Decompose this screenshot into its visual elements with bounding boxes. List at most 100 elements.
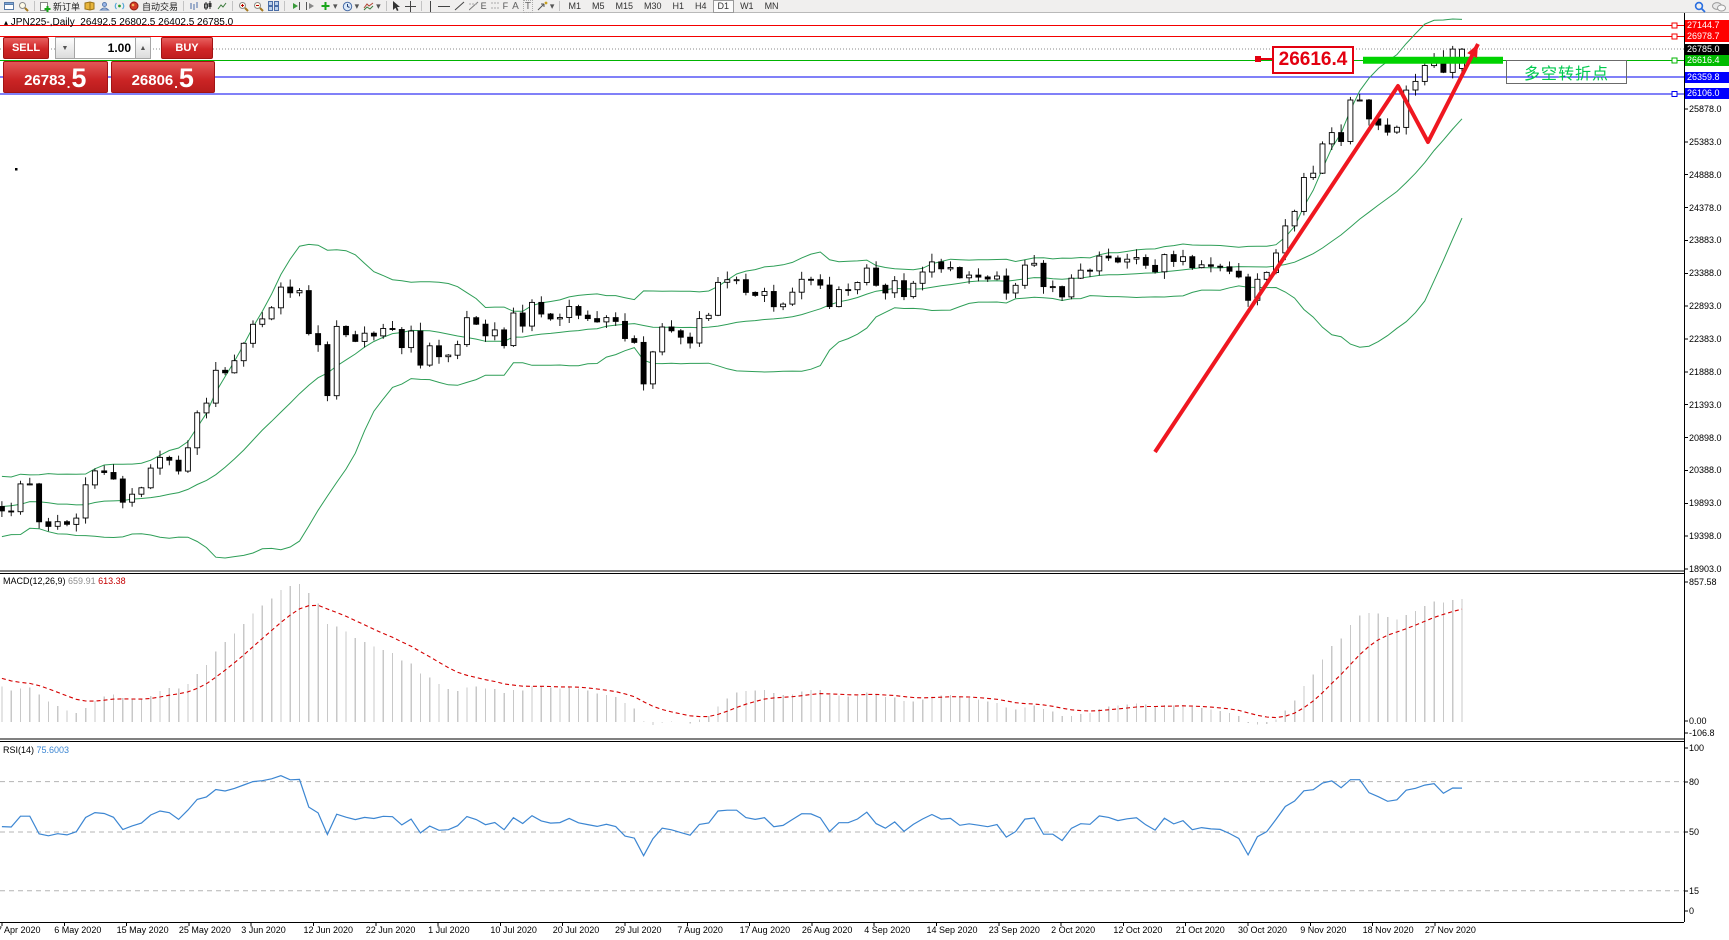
fibonacci-expansion-tool-button[interactable]: E bbox=[467, 0, 489, 12]
profile-icon[interactable] bbox=[97, 0, 112, 12]
timeframe-button-h1[interactable]: H1 bbox=[672, 0, 685, 11]
price-scale-tick: 18903.0 bbox=[1689, 564, 1722, 575]
crosshair-tool-button[interactable] bbox=[403, 0, 418, 12]
price-annotation-label[interactable]: 26616.4 bbox=[1272, 46, 1354, 74]
time-axis-label: 23 Sep 2020 bbox=[988, 925, 1040, 935]
candlestick-chart-button[interactable] bbox=[201, 0, 215, 12]
auto-scroll-button[interactable] bbox=[288, 0, 303, 12]
price-scale-marker: 26785.0 bbox=[1685, 43, 1729, 55]
history-center-icon[interactable] bbox=[82, 0, 97, 12]
chart-symbol-period: JPN225-,Daily bbox=[10, 17, 75, 28]
one-click-trading-panel: SELL ▼ ▲ BUY 26783.5 26806.5 bbox=[3, 37, 215, 93]
timeframe-button-w1[interactable]: W1 bbox=[740, 0, 754, 11]
macd-main-value: 659.91 bbox=[68, 576, 96, 586]
search-icon[interactable] bbox=[1694, 1, 1706, 13]
buy-price: 26806 bbox=[131, 72, 174, 89]
line-handle[interactable] bbox=[1671, 33, 1678, 40]
sell-price-box[interactable]: 26783. 5 bbox=[3, 61, 108, 93]
line-handle[interactable] bbox=[1671, 57, 1678, 64]
buy-price-box[interactable]: 26806. 5 bbox=[110, 61, 215, 93]
time-axis-label: 17 Aug 2020 bbox=[739, 925, 791, 935]
candlestick-series bbox=[0, 45, 1465, 532]
timeframe-button-h4[interactable]: H4 bbox=[695, 0, 707, 11]
fibo-e-label: E bbox=[480, 1, 487, 11]
time-axis-label: 27 Apr 2020 bbox=[0, 925, 41, 935]
macd-indicator-label: MACD(12,26,9) 659.91 613.38 bbox=[3, 576, 126, 586]
time-axis-label: 30 Oct 2020 bbox=[1238, 925, 1288, 935]
indicators-button[interactable]: ▾ bbox=[318, 0, 340, 12]
signal-icon[interactable] bbox=[112, 0, 127, 12]
fibo-f-label: F bbox=[502, 1, 509, 11]
time-axis-label: 3 Jun 2020 bbox=[241, 925, 286, 935]
price-scale-tick: 24378.0 bbox=[1689, 202, 1722, 213]
rsi-scale-tick: 0 bbox=[1689, 906, 1695, 916]
tile-windows-button[interactable] bbox=[266, 0, 281, 12]
price-scale-tick: 25878.0 bbox=[1689, 104, 1722, 114]
bar-chart-button[interactable] bbox=[187, 0, 201, 12]
sell-price: 26783 bbox=[24, 72, 66, 89]
zoom-in-button[interactable] bbox=[236, 0, 251, 12]
timeframe-toolbar: M1 M5 M15 M30 H1 H4 D1 W1 MN bbox=[563, 0, 783, 13]
arrows-tool-button[interactable]: ▾ bbox=[535, 0, 557, 12]
volume-increase-button[interactable]: ▲ bbox=[135, 37, 151, 59]
trendline-tool-button[interactable] bbox=[452, 0, 467, 12]
chart-frame bbox=[0, 13, 1685, 923]
price-scale-tick: 19893.0 bbox=[1689, 498, 1722, 509]
time-axis-label: 25 May 2020 bbox=[178, 925, 231, 935]
time-axis-label: 1 Jul 2020 bbox=[428, 925, 470, 935]
chevron-down-icon: ▾ bbox=[549, 1, 555, 11]
rsi-name: RSI(14) bbox=[3, 745, 35, 755]
fibonacci-retracement-tool-button[interactable]: F bbox=[489, 0, 511, 12]
axis-ticks bbox=[1, 108, 1688, 926]
market-watch-button[interactable] bbox=[16, 0, 31, 12]
text-label-tool-button[interactable]: T bbox=[521, 0, 535, 13]
time-axis-label: 18 Nov 2020 bbox=[1362, 925, 1414, 935]
chart-window-button[interactable] bbox=[2, 0, 16, 12]
horizontal-line-tool-button[interactable] bbox=[436, 0, 452, 12]
cursor-tool-button[interactable] bbox=[390, 0, 403, 12]
toolbar-separator bbox=[420, 1, 422, 11]
sell-price-frac: 5 bbox=[71, 63, 87, 93]
new-order-button[interactable]: 新订单 bbox=[38, 0, 82, 12]
main-toolbar: 新订单 自动交易 ▾ ▾ ▾ E F A T ▾ M bbox=[0, 0, 1729, 13]
periods-button[interactable]: ▾ bbox=[340, 0, 362, 12]
time-axis-label: 29 Jul 2020 bbox=[615, 925, 662, 935]
time-axis-label: 26 Aug 2020 bbox=[801, 925, 853, 935]
sell-price-dot: . bbox=[66, 76, 71, 91]
timeframe-button-m5[interactable]: M5 bbox=[591, 0, 605, 11]
price-scale-marker: 26106.0 bbox=[1685, 88, 1729, 100]
volume-input[interactable] bbox=[75, 37, 135, 59]
timeframe-button-d1[interactable]: D1 bbox=[712, 0, 735, 13]
line-chart-button[interactable] bbox=[215, 0, 229, 12]
zoom-out-button[interactable] bbox=[251, 0, 266, 12]
timeframe-button-m1[interactable]: M1 bbox=[568, 0, 581, 11]
time-axis-label: 12 Oct 2020 bbox=[1113, 925, 1163, 935]
sell-button[interactable]: SELL bbox=[3, 37, 49, 59]
autotrading-button[interactable]: 自动交易 bbox=[127, 0, 180, 12]
chat-icon[interactable] bbox=[1712, 1, 1726, 13]
line-handle[interactable] bbox=[1671, 22, 1678, 29]
timeframe-button-mn[interactable]: MN bbox=[764, 0, 779, 11]
trend-arrow-annotation[interactable] bbox=[1153, 43, 1480, 454]
time-axis-label: 9 Nov 2020 bbox=[1300, 925, 1347, 935]
text-tool-button[interactable]: A bbox=[510, 0, 521, 12]
time-axis-label: 27 Nov 2020 bbox=[1424, 925, 1476, 935]
line-handle[interactable] bbox=[1671, 91, 1678, 97]
label-tool-glyph: T bbox=[522, 0, 533, 13]
buy-button[interactable]: BUY bbox=[161, 37, 213, 59]
volume-decrease-button[interactable]: ▼ bbox=[55, 37, 75, 59]
timeframe-button-m15[interactable]: M15 bbox=[615, 0, 633, 11]
toolbar-separator bbox=[385, 1, 387, 11]
price-scale-tick: 20898.0 bbox=[1689, 432, 1722, 443]
vertical-line-tool-button[interactable] bbox=[425, 0, 436, 12]
turning-point-label[interactable]: 多空转折点 bbox=[1506, 60, 1627, 84]
price-scale-tick: 23883.0 bbox=[1689, 235, 1722, 246]
timeframe-button-m30[interactable]: M30 bbox=[644, 0, 662, 11]
chart-shift-button[interactable] bbox=[303, 0, 318, 12]
time-axis-label: 22 Jun 2020 bbox=[365, 925, 416, 935]
label-anchor bbox=[1255, 56, 1261, 62]
time-axis-label: 21 Oct 2020 bbox=[1175, 925, 1225, 935]
templates-button[interactable]: ▾ bbox=[361, 0, 383, 12]
price-scale-tick: 22893.0 bbox=[1689, 301, 1722, 312]
